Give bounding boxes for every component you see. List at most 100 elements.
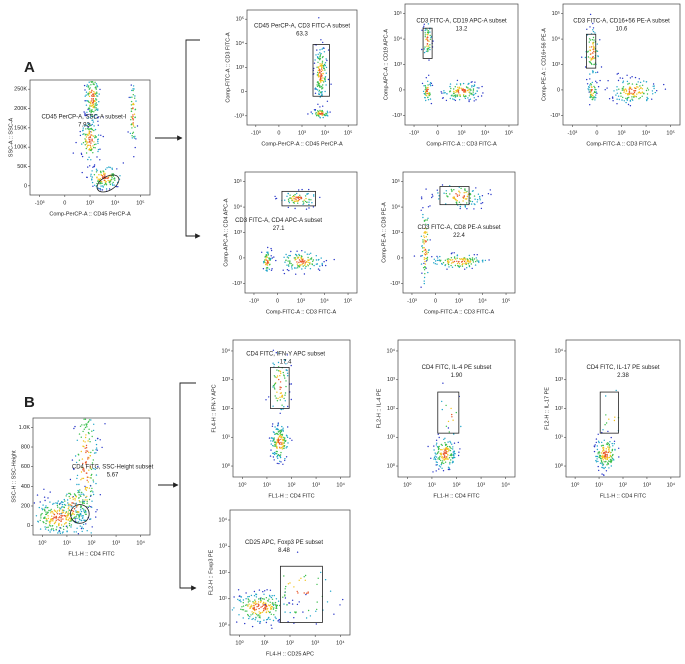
event-dot [452,419,454,421]
event-dot [432,40,434,42]
event-dot [89,495,92,497]
event-dot [489,189,491,191]
event-dot [88,130,91,132]
event-dot [74,503,76,505]
event-dot [291,198,293,200]
event-dot [242,599,245,601]
gate-title: CD4 FITC, IFN-Y APC subset [246,351,325,357]
event-dot [601,466,603,469]
event-dot [319,196,321,199]
event-dot [612,445,614,447]
event-dot [611,454,614,457]
event-dot [342,598,344,601]
event-dot [597,86,600,88]
event-dot [476,87,478,89]
event-dot [305,197,307,200]
event-dot [436,442,438,444]
event-dot [274,195,276,198]
event-dot [433,262,435,264]
event-dot [308,253,310,255]
event-dot [247,605,249,607]
event-dot [86,141,88,143]
event-dot [275,352,277,354]
event-dot [85,424,88,426]
event-dot [596,71,599,73]
event-dot [464,97,467,100]
event-dot [60,520,62,522]
event-dot [318,91,320,93]
event-dot [280,372,282,375]
event-dot [280,433,282,436]
event-dot [628,96,630,99]
event-dot [445,451,447,454]
event-dot [423,257,426,259]
event-dot [106,167,108,169]
event-dot [69,520,71,523]
event-dot [601,455,603,458]
event-dot [67,502,69,504]
event-dot [453,433,455,435]
event-dot [91,526,93,528]
event-dot [622,86,625,88]
event-dot [86,114,88,116]
event-dot [105,183,108,185]
event-dot [104,172,106,175]
event-dot [101,446,103,449]
event-dot [262,602,264,605]
event-dot [476,90,478,92]
event-dot [53,522,56,525]
event-dot [470,81,472,84]
event-dot [268,259,270,262]
y-tick-label: 50K [17,164,27,170]
event-dot [242,609,245,611]
event-dot [325,112,327,115]
x-tick-label: 10² [453,482,461,488]
event-dot [586,83,589,85]
event-dot [446,258,449,260]
event-dot [90,506,92,508]
event-dot [481,195,484,197]
event-dot [290,250,292,253]
event-dot [265,254,268,257]
event-dot [316,81,319,84]
event-dot [304,574,307,577]
event-dot [109,183,112,186]
event-dot [96,86,99,88]
x-tick-label: 10² [288,482,296,488]
y-tick-label: 1.0K [19,425,31,431]
event-dot [425,94,428,97]
event-dot [70,524,73,526]
gate-title: CD25 APC, Foxp3 PE subset [245,540,323,546]
event-dot [482,92,484,94]
event-dot [96,182,98,185]
event-dot [453,90,455,93]
event-dot [605,443,608,445]
event-dot [313,194,315,196]
event-dot [289,254,291,257]
event-dot [423,241,425,243]
event-dot [91,462,94,464]
event-dot [437,192,439,194]
event-dot [264,590,266,592]
event-dot [77,533,80,535]
event-dot [83,424,85,426]
event-dot [321,60,324,62]
event-dot [474,198,476,200]
y-tick-label: 0 [399,87,402,93]
event-dot [276,462,278,465]
event-dot [443,459,446,461]
x-tick-label: 10⁴ [136,539,145,546]
event-dot [276,375,279,377]
event-dot [449,446,451,448]
event-dot [97,180,99,182]
event-dot [320,571,322,574]
event-dot [89,144,92,146]
event-dot [41,512,43,515]
event-dot [610,436,612,439]
event-dot [130,104,133,106]
event-dot [94,107,96,109]
event-dot [267,246,269,249]
event-dot [594,88,596,91]
event-dot [441,400,443,403]
event-dot [593,63,595,66]
